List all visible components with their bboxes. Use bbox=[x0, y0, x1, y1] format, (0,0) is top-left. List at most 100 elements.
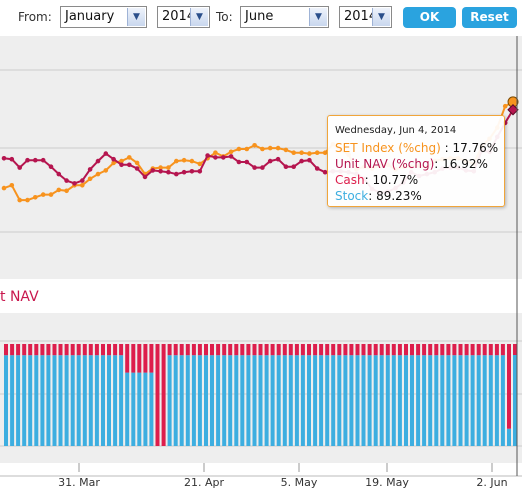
chevron-down-icon: ▼ bbox=[309, 8, 327, 26]
ok-button[interactable]: OK bbox=[403, 7, 456, 28]
unit-nav-point bbox=[142, 174, 148, 180]
set-index-point bbox=[502, 103, 508, 109]
cash-bar bbox=[373, 344, 378, 356]
cash-bar bbox=[131, 344, 136, 373]
stock-bar bbox=[494, 355, 499, 446]
set-index-point bbox=[111, 160, 116, 166]
stock-bar bbox=[40, 355, 45, 446]
cash-bar bbox=[470, 344, 475, 356]
cash-bar bbox=[313, 344, 318, 356]
cash-bar bbox=[282, 344, 287, 356]
to-month-value: June bbox=[245, 9, 274, 24]
to-month-select[interactable]: June ▼ bbox=[240, 6, 329, 28]
date-range-toolbar: From: January ▼ 2014 ▼ To: June ▼ 2014 ▼… bbox=[0, 0, 522, 36]
stock-bar bbox=[191, 355, 196, 446]
set-index-point bbox=[244, 146, 250, 152]
stock-bar bbox=[125, 372, 130, 446]
stock-bar bbox=[258, 355, 263, 446]
set-index-point bbox=[40, 192, 46, 197]
stock-bar bbox=[119, 355, 124, 446]
cash-bar bbox=[494, 344, 499, 356]
plot-gap bbox=[0, 279, 522, 313]
stock-bar bbox=[446, 355, 451, 446]
unit-nav-point bbox=[267, 158, 273, 164]
tooltip-row-stock: Stock: 89.23% bbox=[335, 188, 422, 204]
cash-bar bbox=[107, 344, 111, 356]
cash-bar bbox=[210, 344, 214, 356]
unit-nav-point bbox=[158, 169, 163, 174]
stock-bar bbox=[270, 355, 275, 446]
to-year-select[interactable]: 2014 ▼ bbox=[339, 6, 392, 28]
from-year-select[interactable]: 2014 ▼ bbox=[157, 6, 210, 28]
cash-bar bbox=[246, 344, 251, 356]
unit-nav-point bbox=[166, 169, 171, 175]
stock-bar bbox=[434, 355, 439, 446]
cash-bar bbox=[513, 344, 517, 355]
stock-bar bbox=[252, 355, 257, 446]
stock-bar bbox=[34, 355, 39, 446]
unit-nav-point bbox=[119, 162, 124, 168]
stock-bar bbox=[167, 355, 172, 446]
stock-bar bbox=[470, 355, 475, 446]
cash-bar bbox=[185, 344, 190, 356]
reset-button[interactable]: Reset bbox=[462, 7, 517, 28]
set-index-point bbox=[25, 197, 30, 203]
legend-unit-nav-label: t NAV bbox=[0, 289, 39, 305]
cash-bar bbox=[307, 344, 311, 356]
cash-bar bbox=[325, 344, 330, 356]
stock-bar bbox=[22, 355, 27, 446]
cash-bar bbox=[252, 344, 257, 356]
cash-bar bbox=[28, 344, 33, 356]
unit-nav-point bbox=[228, 154, 234, 159]
stock-bar bbox=[216, 355, 221, 446]
stock-bar bbox=[361, 355, 366, 446]
set-index-point bbox=[314, 150, 320, 155]
stock-bar bbox=[410, 355, 414, 446]
unit-nav-point bbox=[221, 155, 226, 160]
unit-nav-hover-marker bbox=[507, 104, 519, 116]
stock-bar bbox=[210, 355, 214, 446]
stock-bar bbox=[240, 355, 245, 446]
stock-bar bbox=[325, 355, 330, 446]
cash-bar bbox=[46, 344, 51, 356]
cash-bar bbox=[300, 344, 305, 356]
tooltip-row-cash: Cash: 10.77% bbox=[335, 172, 418, 188]
cash-bar bbox=[379, 344, 384, 356]
set-index-point bbox=[267, 145, 273, 151]
tooltip-row-unit-nav: Unit NAV (%chg): 16.92% bbox=[335, 156, 488, 172]
stock-bar bbox=[464, 355, 469, 446]
cash-bar bbox=[52, 344, 57, 356]
unit-nav-point bbox=[25, 157, 30, 163]
stock-bar bbox=[428, 355, 433, 446]
unit-nav-point bbox=[260, 165, 265, 170]
stock-bar bbox=[294, 355, 299, 446]
stock-bar bbox=[307, 355, 311, 446]
cash-bar bbox=[88, 344, 93, 356]
unit-nav-point bbox=[275, 156, 281, 162]
cash-bar bbox=[319, 344, 324, 356]
cash-bar bbox=[367, 344, 372, 356]
set-index-point bbox=[1, 185, 7, 191]
unit-nav-point bbox=[174, 171, 179, 177]
cash-bar bbox=[191, 344, 196, 356]
from-month-select[interactable]: January ▼ bbox=[60, 6, 147, 28]
stock-bar bbox=[500, 355, 505, 446]
stock-bar bbox=[264, 355, 269, 446]
cash-bar bbox=[385, 344, 390, 356]
stock-bar bbox=[343, 355, 348, 446]
cash-bar bbox=[500, 344, 505, 356]
stock-bar bbox=[4, 355, 8, 446]
set-index-point bbox=[181, 157, 187, 163]
cash-bar bbox=[410, 344, 414, 356]
cash-bar bbox=[125, 344, 130, 373]
cash-bar bbox=[173, 344, 178, 356]
cash-bar bbox=[464, 344, 469, 356]
stock-bar bbox=[228, 355, 233, 446]
stock-bar bbox=[391, 355, 396, 446]
stock-bar bbox=[440, 355, 445, 446]
cash-bar bbox=[137, 344, 142, 373]
cash-bar bbox=[361, 344, 366, 356]
stock-bar bbox=[88, 355, 93, 446]
x-axis: 31. Mar 21. Apr 5. May 19. May 2. Jun bbox=[0, 463, 522, 489]
set-index-point bbox=[236, 146, 242, 152]
